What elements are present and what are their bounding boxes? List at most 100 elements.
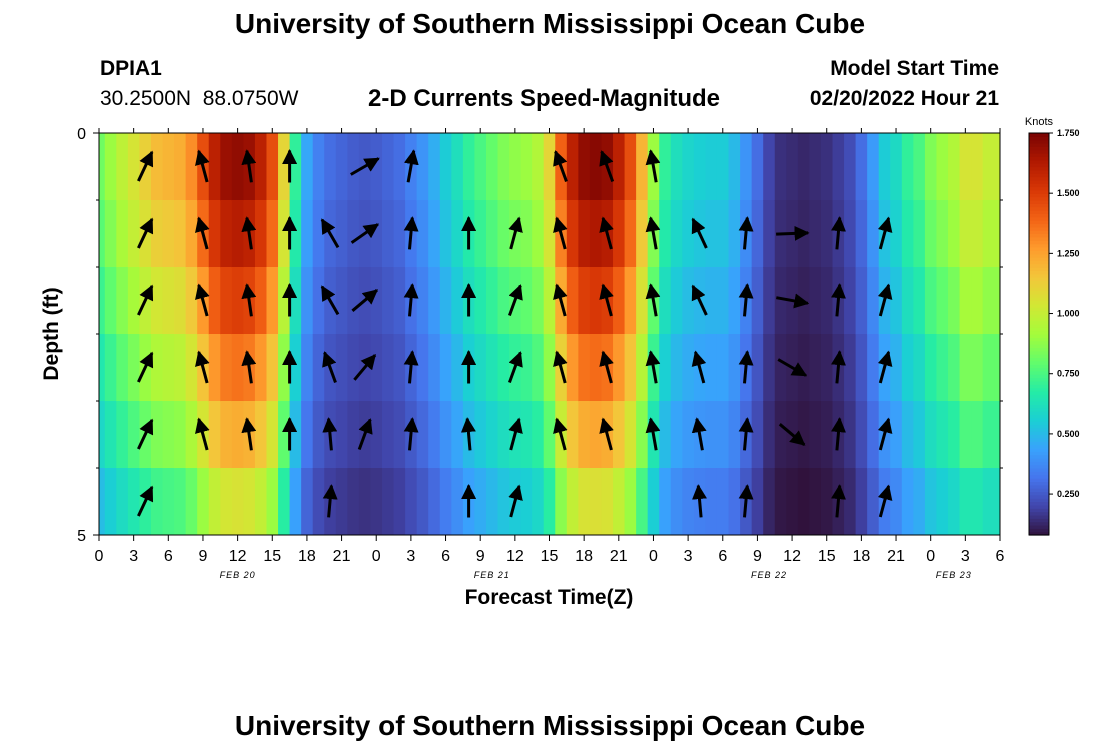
current-vector: [241, 216, 257, 250]
heatmap-cell: [901, 267, 914, 335]
heatmap-cell: [104, 334, 117, 402]
x-tick-label: 21: [610, 548, 628, 565]
colorbar-segment: [1029, 377, 1049, 382]
colorbar-segment: [1029, 360, 1049, 365]
heatmap-cell: [670, 267, 683, 335]
heatmap-cell: [509, 133, 522, 201]
heatmap-cell: [924, 401, 938, 469]
current-vector: [831, 350, 846, 384]
heatmap-cell: [636, 401, 649, 469]
heatmap-cell: [174, 468, 187, 535]
heatmap-cell: [763, 133, 776, 201]
heatmap-cell: [555, 468, 568, 535]
current-vector: [350, 157, 380, 176]
colorbar-segment: [1029, 260, 1049, 265]
heatmap-cell: [220, 468, 233, 535]
x-tick-label: 21: [887, 548, 905, 565]
heatmap-cell: [520, 334, 533, 402]
colorbar-segment: [1029, 159, 1049, 164]
current-vector: [691, 284, 708, 316]
heatmap-cell: [520, 267, 533, 335]
heatmap-cell: [867, 267, 880, 335]
heatmap-cell: [474, 468, 487, 535]
heatmap-cell: [716, 200, 730, 268]
heatmap-cell: [670, 334, 683, 402]
colorbar-segment: [1029, 501, 1049, 506]
heatmap-cell: [312, 267, 325, 335]
heatmap-cell: [150, 200, 164, 268]
colorbar-segment: [1029, 491, 1049, 496]
heatmap-cell: [99, 401, 106, 469]
heatmap-cell: [174, 200, 187, 268]
colorbar-segment: [1029, 240, 1049, 245]
colorbar-segment: [1029, 300, 1049, 305]
heatmap-cell: [532, 200, 545, 268]
heatmap-cell: [382, 267, 395, 335]
colorbar-segment: [1029, 404, 1049, 409]
heatmap-cell: [127, 133, 141, 201]
heatmap-cell: [705, 401, 718, 469]
heatmap-cell: [231, 468, 244, 535]
heatmap-cell: [474, 267, 487, 335]
heatmap-cell: [266, 468, 279, 535]
heatmap-cell: [844, 401, 857, 469]
current-vector: [508, 484, 523, 518]
heatmap-cell: [485, 200, 499, 268]
colorbar-segment: [1029, 461, 1049, 466]
heatmap-cell: [705, 133, 718, 201]
colorbar-segment: [1029, 478, 1049, 482]
station-coords: 30.2500N 88.0750W: [100, 87, 299, 110]
heatmap-cell: [693, 133, 707, 201]
heatmap-cell: [716, 401, 730, 469]
x-tick-label: 0: [95, 548, 104, 565]
current-vector: [403, 350, 419, 384]
heatmap-cell: [485, 401, 499, 469]
heatmap-cell: [670, 401, 683, 469]
heatmap-cell: [740, 133, 753, 201]
heatmap-cell: [682, 200, 695, 268]
current-vector: [831, 417, 846, 451]
heatmap-cell: [716, 267, 730, 335]
heatmap-cell: [370, 334, 383, 402]
current-vector: [553, 216, 568, 250]
current-vector: [351, 289, 379, 312]
colorbar-segment: [1029, 340, 1049, 345]
heatmap-cell: [301, 133, 314, 201]
current-vector: [195, 283, 210, 317]
colorbar-segment: [1029, 344, 1049, 348]
heatmap-cell: [428, 200, 441, 268]
heatmap-cell: [855, 267, 868, 335]
heatmap-cell: [335, 267, 348, 335]
heatmap-cell: [254, 133, 268, 201]
current-vector: [508, 216, 523, 250]
heatmap-cell: [797, 468, 810, 535]
heatmap-cell: [624, 267, 637, 335]
heatmap-cell: [162, 401, 175, 469]
colorbar-segment: [1029, 220, 1049, 225]
current-vectors: [137, 149, 893, 518]
heatmap-cell: [428, 334, 441, 402]
heatmap-cell: [890, 334, 903, 402]
colorbar: Knots 0.250 0.500 0.750 1.000 1.250 1.500 1.750: [1025, 116, 1080, 536]
colorbar-segment: [1029, 310, 1049, 315]
heatmap-cell: [728, 468, 741, 535]
colorbar-segment: [1029, 313, 1049, 318]
heatmap-cell: [289, 334, 302, 402]
x-tick-label: 0: [372, 548, 381, 565]
heatmap-cell: [613, 334, 626, 402]
heatmap-cell: [347, 267, 360, 335]
heatmap-cell: [99, 468, 106, 535]
heatmap-cell: [855, 468, 868, 535]
heatmap-cell: [416, 401, 429, 469]
heatmap-cell: [670, 468, 683, 535]
heatmap-cell: [959, 133, 972, 201]
heatmap-cell: [370, 267, 383, 335]
heatmap-cell: [670, 133, 683, 201]
heatmap-cell: [208, 334, 221, 402]
current-vector: [320, 218, 340, 249]
heatmap-cell: [104, 468, 117, 535]
heatmap-cell: [751, 468, 764, 535]
heatmap-cell: [335, 334, 348, 402]
heatmap-cell: [589, 267, 603, 335]
colorbar-segment: [1029, 364, 1049, 369]
